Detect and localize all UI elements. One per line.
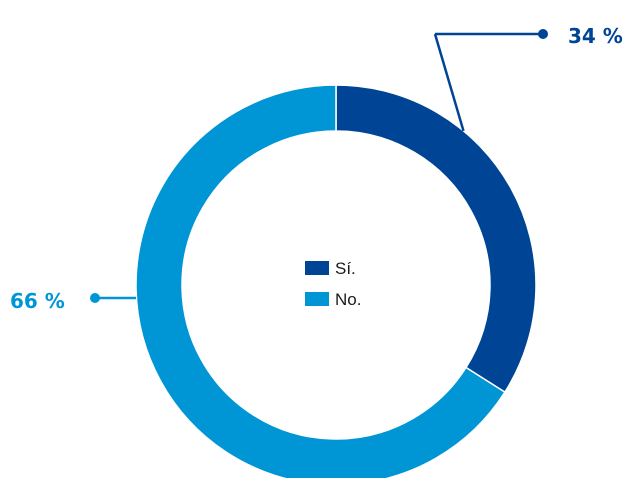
value-label-no: 66 % — [10, 289, 65, 313]
donut-slice-0 — [335, 84, 537, 394]
legend: Sí. No. — [305, 259, 361, 309]
leader-dot-si — [538, 29, 548, 39]
legend-swatch-no — [305, 292, 329, 306]
legend-swatch-si — [305, 261, 329, 275]
leader-dot-no — [90, 293, 100, 303]
legend-label-no: No. — [335, 290, 361, 309]
donut-slice-1 — [135, 84, 506, 478]
value-label-si: 34 % — [568, 24, 623, 48]
leader-line-si-diagonal — [433, 33, 465, 132]
leader-lines — [90, 29, 548, 303]
donut-slices — [135, 84, 537, 478]
legend-label-si: Sí. — [335, 259, 356, 278]
